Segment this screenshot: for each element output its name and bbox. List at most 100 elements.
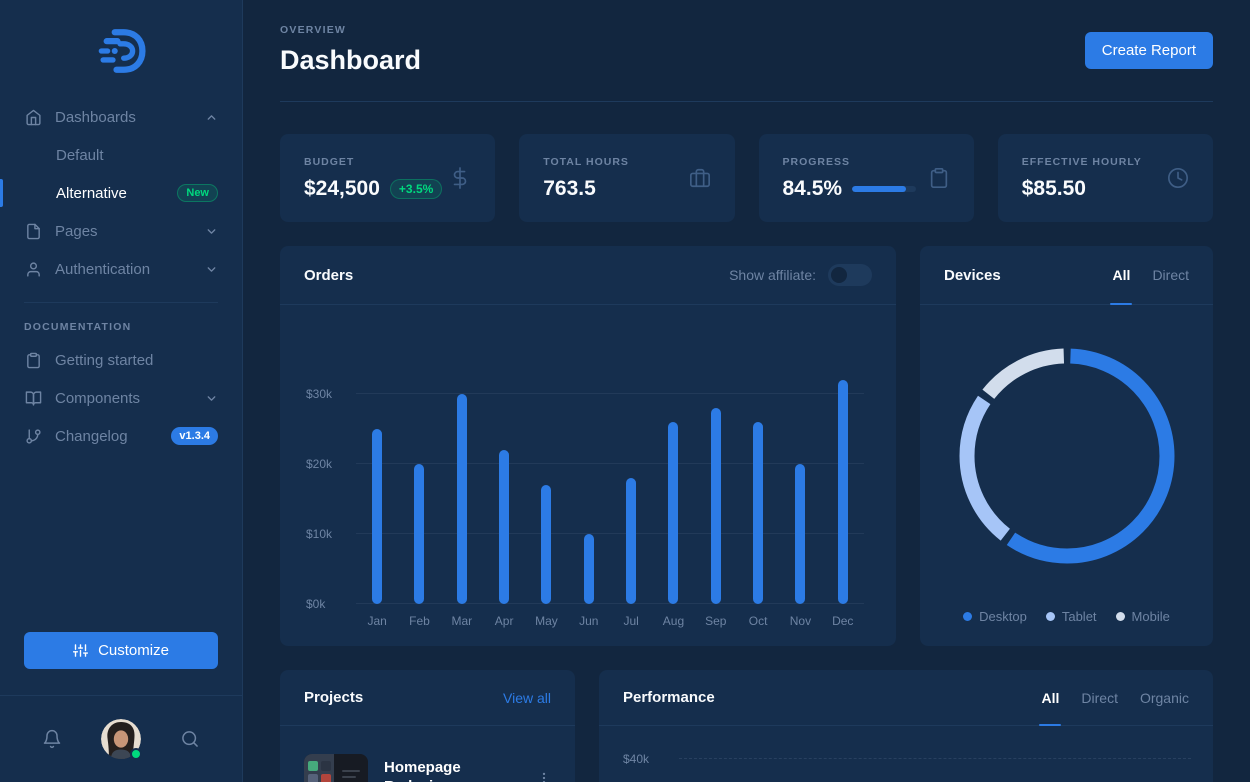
performance-tab-all[interactable]: All xyxy=(1042,670,1060,725)
user-avatar[interactable] xyxy=(101,719,142,760)
x-tick-label: Jun xyxy=(579,614,599,628)
stat-value: 763.5 xyxy=(543,176,596,200)
devices-chart-body: Desktop Tablet Mobile xyxy=(920,305,1213,646)
home-icon xyxy=(24,109,42,126)
stat-card-progress: Progress 84.5% xyxy=(758,134,974,222)
devices-card-header: Devices All Direct xyxy=(920,246,1213,305)
book-open-icon xyxy=(24,390,42,407)
performance-tab-direct[interactable]: Direct xyxy=(1081,689,1118,706)
bar-apr xyxy=(499,450,510,604)
list-item[interactable]: Homepage Redesign xyxy=(304,754,551,782)
gridline xyxy=(356,603,864,604)
show-affiliate-toggle[interactable] xyxy=(828,264,872,286)
search-icon xyxy=(180,729,200,749)
more-vertical-icon[interactable] xyxy=(537,770,551,782)
bar-nov xyxy=(795,464,806,604)
performance-card-header: Performance All Direct Organic xyxy=(599,670,1213,726)
create-report-button[interactable]: Create Report xyxy=(1084,31,1213,69)
stat-label: Total hours xyxy=(543,155,629,168)
gridline xyxy=(356,393,864,394)
notifications-button[interactable] xyxy=(42,729,62,749)
sidebar-item-default[interactable]: Default xyxy=(0,136,242,174)
charts-row: Orders Show affiliate: $0k $10k $20k $30k J… xyxy=(280,246,1213,646)
devices-tab-all[interactable]: All xyxy=(1113,246,1131,304)
performance-tab-organic[interactable]: Organic xyxy=(1139,689,1189,706)
donut-segment-tablet xyxy=(959,348,1174,564)
page-pretitle: Overview xyxy=(280,24,347,36)
sidebar-section-documentation: Documentation xyxy=(24,321,132,333)
sidebar-divider xyxy=(24,302,218,303)
stat-value: $24,500 xyxy=(304,176,380,200)
projects-card: Projects View all xyxy=(280,670,575,782)
legend-item-tablet: Tablet xyxy=(1045,609,1097,624)
performance-title: Performance xyxy=(623,689,715,706)
bar-feb xyxy=(414,464,425,604)
stat-label: Budget xyxy=(304,155,355,168)
bar-dec xyxy=(837,380,848,604)
legend-label: Tablet xyxy=(1061,609,1097,624)
git-branch-icon xyxy=(24,428,42,445)
user-icon xyxy=(24,261,42,278)
orders-chart-body: $0k $10k $20k $30k Jan Feb Mar Apr May Jun Jul Aug… xyxy=(280,305,896,646)
view-all-link[interactable]: View all xyxy=(503,689,551,706)
stat-value: $85.50 xyxy=(1021,176,1086,200)
project-title: Homepage Redesign xyxy=(384,759,461,782)
dollar-icon xyxy=(449,167,471,189)
file-icon xyxy=(24,223,42,240)
sliders-icon xyxy=(73,643,89,658)
performance-chart-body: $40k xyxy=(599,726,1213,782)
main-content: Overview Dashboard Create Report Budget … xyxy=(243,0,1250,782)
sidebar-nav: Dashboards Default Alternative New Pages xyxy=(0,98,242,455)
sidebar-item-label: Alternative xyxy=(56,184,127,202)
projects-card-header: Projects View all xyxy=(280,670,575,726)
legend-dot xyxy=(1115,612,1125,621)
sidebar-item-getting-started[interactable]: Getting started xyxy=(0,341,242,379)
projects-title: Projects xyxy=(304,689,364,706)
toggle-knob xyxy=(831,267,847,283)
orders-card-header: Orders Show affiliate: xyxy=(280,246,896,305)
devices-tab-direct[interactable]: Direct xyxy=(1152,267,1189,283)
sidebar-item-authentication[interactable]: Authentication xyxy=(0,250,242,288)
x-tick-label: Apr xyxy=(494,614,514,628)
y-tick-label: $40k xyxy=(623,752,650,766)
sidebar-item-pages[interactable]: Pages xyxy=(0,212,242,250)
x-tick-label: Mar xyxy=(451,614,473,628)
sidebar-item-alternative[interactable]: Alternative New xyxy=(0,174,242,212)
customize-button[interactable]: Customize xyxy=(24,632,218,669)
chevron-down-icon xyxy=(205,263,218,276)
legend-label: Mobile xyxy=(1131,609,1170,624)
dashkit-logo-icon xyxy=(98,29,146,73)
gridline xyxy=(356,533,864,534)
devices-title: Devices xyxy=(944,266,1001,284)
project-thumbnail xyxy=(304,754,368,782)
sidebar-item-label: Components xyxy=(55,389,141,407)
gridline xyxy=(679,758,1191,759)
sidebar-item-changelog[interactable]: Changelog v1.3.4 xyxy=(0,417,242,455)
search-button[interactable] xyxy=(180,729,200,749)
progress-bar-fill xyxy=(852,185,907,192)
delta-badge: +3.5% xyxy=(389,178,443,199)
y-tick-label: $30k xyxy=(306,387,333,401)
sidebar-item-label: Dashboards xyxy=(55,108,136,126)
briefcase-icon xyxy=(689,167,711,189)
y-tick-label: $20k xyxy=(306,457,333,471)
sidebar-item-components[interactable]: Components xyxy=(0,379,242,417)
progress-bar xyxy=(852,185,917,192)
app-logo[interactable] xyxy=(0,0,242,98)
legend-dot xyxy=(963,612,973,621)
sidebar-item-label: Changelog xyxy=(55,427,128,445)
performance-tabs: All Direct Organic xyxy=(1042,670,1189,725)
clipboard-icon xyxy=(24,352,42,369)
sidebar-spacer xyxy=(0,455,242,632)
bar-jan xyxy=(372,429,383,604)
sidebar-item-label: Pages xyxy=(55,222,98,240)
sidebar-item-label: Default xyxy=(56,146,104,164)
x-tick-label: Feb xyxy=(409,614,430,628)
sidebar-item-label: Getting started xyxy=(55,351,154,369)
stats-row: Budget $24,500 +3.5% Total hours 763.5 xyxy=(280,134,1213,222)
sidebar-item-dashboards[interactable]: Dashboards xyxy=(0,98,242,136)
clipboard-icon xyxy=(928,167,950,189)
orders-card: Orders Show affiliate: $0k $10k $20k $30k J… xyxy=(280,246,896,646)
gridline xyxy=(356,463,864,464)
